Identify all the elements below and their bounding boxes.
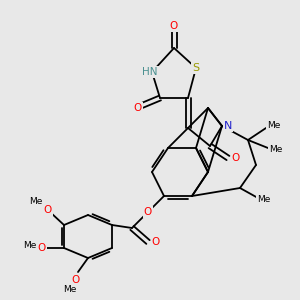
Text: Me: Me — [29, 197, 43, 206]
Text: S: S — [192, 63, 200, 73]
Text: O: O — [72, 275, 80, 285]
Text: Me: Me — [267, 122, 281, 130]
Text: Me: Me — [269, 146, 283, 154]
Text: HN: HN — [142, 67, 158, 77]
Text: O: O — [38, 243, 46, 253]
Text: O: O — [170, 21, 178, 31]
Text: Me: Me — [23, 242, 37, 250]
Text: Me: Me — [257, 196, 271, 205]
Text: O: O — [232, 153, 240, 163]
Text: O: O — [152, 237, 160, 247]
Text: Me: Me — [63, 286, 77, 295]
Text: O: O — [134, 103, 142, 113]
Text: N: N — [224, 121, 232, 131]
Text: O: O — [44, 205, 52, 215]
Text: O: O — [144, 207, 152, 217]
